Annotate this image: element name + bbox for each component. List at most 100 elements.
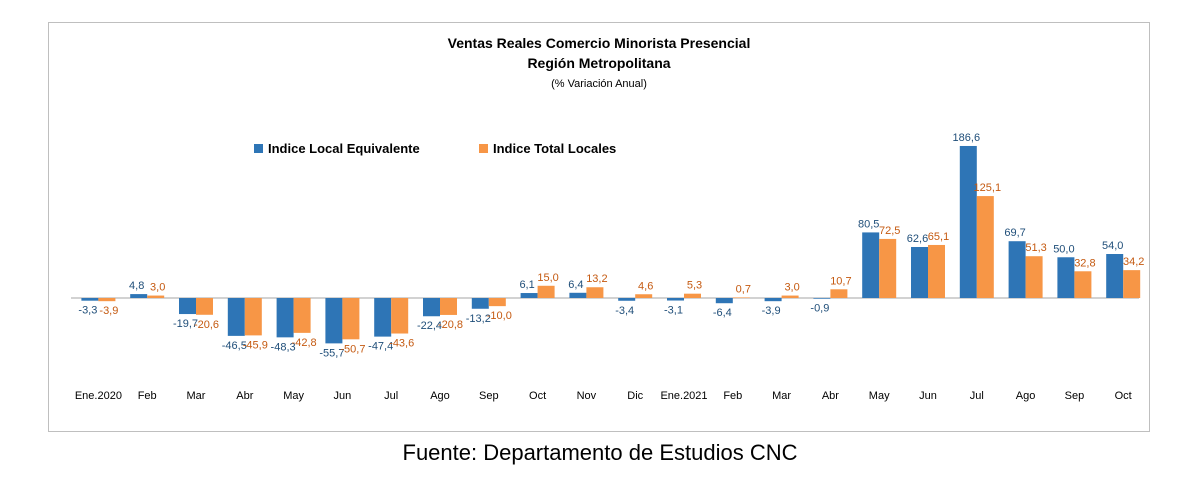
data-label-series2: 0,7 (736, 283, 751, 295)
data-label-series1: 6,1 (519, 279, 534, 291)
data-label-series2: -42,8 (292, 337, 317, 349)
x-tick-label: Jun (919, 390, 937, 402)
x-tick-label: Feb (723, 390, 742, 402)
data-label-series2: 51,3 (1025, 242, 1046, 254)
bar-series2 (537, 285, 555, 298)
data-label-series1: -47,4 (368, 341, 393, 353)
bar-series1 (1106, 254, 1124, 298)
data-label-series1: -22,4 (417, 320, 442, 332)
data-label-series2: 13,2 (586, 273, 607, 285)
data-label-series2: 15,0 (537, 272, 558, 284)
x-tick-label: Dic (627, 390, 643, 402)
bar-series1 (1057, 257, 1075, 298)
data-label-series2: -20,6 (194, 319, 219, 331)
data-label-series1: -19,7 (173, 318, 198, 330)
bar-series2 (147, 295, 165, 298)
bar-series1 (569, 292, 587, 298)
legend-swatch-series2 (479, 144, 488, 153)
bar-series1 (227, 298, 245, 336)
bar-series2 (244, 298, 262, 336)
x-tick-label: Ene.2021 (660, 390, 707, 402)
data-label-series1: -3,4 (615, 305, 634, 317)
x-tick-label: Ago (430, 390, 450, 402)
data-label-series2: 10,7 (830, 275, 851, 287)
bar-series1 (520, 293, 538, 298)
x-tick-label: Oct (1115, 390, 1132, 402)
bar-series2 (635, 294, 653, 298)
data-label-series2: -10,0 (487, 310, 512, 322)
bar-series2 (879, 238, 897, 298)
data-label-series2: -45,9 (243, 339, 268, 351)
data-label-series2: 125,1 (974, 182, 1002, 194)
data-label-series1: -6,4 (713, 307, 732, 319)
data-label-series1: 4,8 (129, 280, 144, 292)
data-label-series2: 4,6 (638, 280, 653, 292)
bar-series1 (862, 232, 880, 298)
chart-canvas: Ventas Reales Comercio Minorista Presenc… (71, 35, 1144, 402)
chart-subtitle-units: (% Variación Anual) (551, 78, 647, 90)
data-label-series2: 3,0 (150, 282, 165, 294)
bar-series1 (325, 298, 343, 344)
bar-series2 (586, 287, 604, 298)
bar-series2 (1025, 256, 1043, 298)
x-tick-label: Oct (529, 390, 546, 402)
legend-swatch-series1 (254, 144, 263, 153)
bar-series1 (423, 298, 440, 317)
x-tick-label: Abr (236, 390, 253, 402)
data-label-series2: -20,8 (438, 319, 463, 331)
legend-label-series2: Indice Total Locales (493, 141, 616, 156)
x-tick-label: Abr (822, 390, 839, 402)
x-tick-label: Ago (1016, 390, 1036, 402)
bar-series2 (391, 298, 409, 334)
bar-series1 (471, 298, 489, 309)
x-tick-label: Sep (479, 390, 499, 402)
chart-subtitle: Región Metropolitana (527, 55, 670, 71)
bar-series2 (684, 293, 701, 298)
data-label-series2: 65,1 (928, 231, 949, 243)
bar-series2 (830, 289, 848, 298)
data-label-series1: 62,6 (907, 233, 928, 245)
bar-series1 (764, 298, 782, 302)
data-label-series1: 54,0 (1102, 240, 1123, 252)
bar-series2 (488, 298, 506, 307)
bar-series1 (911, 246, 928, 298)
data-label-series2: -50,7 (340, 343, 365, 355)
bar-series2 (732, 297, 750, 299)
bar-series2 (342, 298, 360, 340)
bar-series1 (618, 298, 636, 301)
data-label-series1: -3,9 (762, 305, 781, 317)
bar-series2 (196, 298, 213, 315)
x-tick-label: Jun (334, 390, 352, 402)
data-label-series2: 3,0 (784, 282, 799, 294)
x-tick-label: Jul (970, 390, 984, 402)
x-tick-label: Jul (384, 390, 398, 402)
data-label-series2: 5,3 (687, 280, 702, 292)
data-label-series1: -0,9 (810, 303, 829, 315)
bar-series2 (928, 244, 945, 298)
bar-series2 (781, 295, 799, 298)
x-tick-label: Mar (187, 390, 206, 402)
data-label-series1: 50,0 (1053, 243, 1074, 255)
bar-series1 (959, 145, 977, 298)
data-label-series2: -43,6 (389, 338, 414, 350)
data-label-series2: 72,5 (879, 225, 900, 237)
data-label-series1: 80,5 (858, 218, 879, 230)
source-caption: Fuente: Departamento de Estudios CNC (402, 440, 798, 465)
bar-series2 (1074, 271, 1092, 298)
bar-series1 (374, 298, 392, 337)
data-label-series1: -3,1 (664, 305, 683, 317)
bar-series2 (98, 298, 116, 302)
bar-series1 (667, 298, 684, 301)
data-label-series2: 34,2 (1123, 256, 1144, 268)
data-label-series1: 69,7 (1004, 227, 1025, 239)
legend-label-series1: Indice Local Equivalente (268, 141, 420, 156)
bar-series2 (440, 298, 457, 315)
bar-series1 (276, 298, 294, 338)
data-label-series1: 6,4 (568, 279, 583, 291)
bar-series2 (976, 196, 994, 298)
bar-series1 (81, 298, 99, 301)
x-tick-label: May (283, 390, 304, 402)
data-label-series1: -46,5 (222, 340, 247, 352)
x-tick-label: Mar (772, 390, 791, 402)
